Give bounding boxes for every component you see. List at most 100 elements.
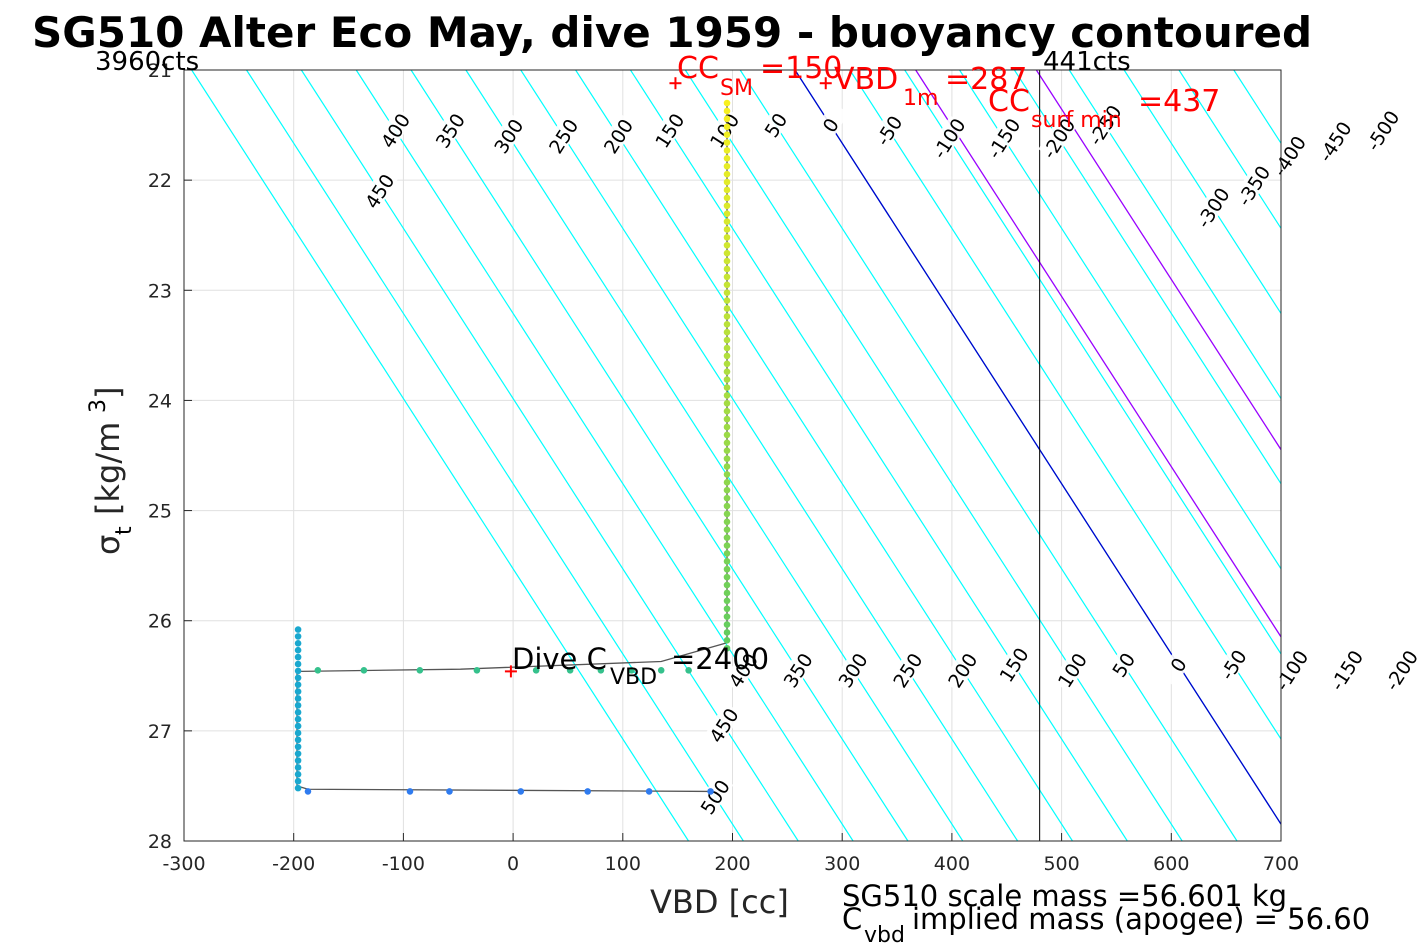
dive-c-main: Dive C <box>512 642 607 676</box>
data-point <box>406 788 414 795</box>
vbd-1m-marker <box>819 77 832 90</box>
trajectory-line <box>296 103 728 793</box>
reference-line <box>794 70 1281 826</box>
data-point <box>723 210 731 217</box>
data-point <box>723 115 731 123</box>
cc-sm-main: CC <box>677 51 719 86</box>
contour-label-bg <box>832 647 872 692</box>
data-point <box>723 629 731 636</box>
data-point <box>294 674 302 682</box>
contour-label-bg <box>993 642 1033 687</box>
data-point <box>723 565 731 573</box>
data-point <box>723 281 731 289</box>
contour-line <box>684 70 1183 841</box>
contour-label-bg <box>868 107 908 153</box>
data-point <box>723 241 731 249</box>
data-points <box>294 77 832 795</box>
dive-c-value: =2400 <box>671 642 769 676</box>
x-tick-label: -200 <box>272 853 315 875</box>
data-point <box>723 186 731 194</box>
data-point <box>532 666 540 674</box>
data-point <box>723 605 731 613</box>
data-point <box>723 486 731 494</box>
data-point <box>723 320 731 328</box>
contour-label-bg <box>694 774 734 819</box>
vbd-1m-value: =287 <box>945 62 1027 97</box>
data-point <box>723 123 731 131</box>
contour-label: -450 <box>1314 118 1357 166</box>
contour-label-bg <box>1269 133 1308 178</box>
contour-label-bg <box>755 102 795 147</box>
data-point <box>723 479 731 486</box>
data-point <box>723 202 731 210</box>
data-point <box>294 667 302 675</box>
contour-label-bg <box>1362 107 1401 153</box>
contour-line <box>575 70 1073 841</box>
cc-sm-annotation: CC SM =150 <box>677 51 842 101</box>
contour-line <box>629 70 1128 841</box>
cc-sm-marker <box>669 77 682 90</box>
data-point <box>723 644 731 652</box>
data-point <box>294 736 302 744</box>
footer-cvbd-sub: vbd <box>864 923 905 945</box>
dive-trajectory <box>296 103 728 793</box>
chart-title: SG510 Alter Eco May, dive 1959 - buoyanc… <box>32 8 1312 57</box>
data-point <box>723 407 731 415</box>
contour-label-bg <box>1381 647 1417 692</box>
data-point <box>723 581 731 589</box>
data-point <box>723 344 731 352</box>
data-point <box>723 328 731 336</box>
contour-line <box>191 70 690 841</box>
y-tick-label: 25 <box>148 501 172 523</box>
data-point <box>723 305 731 312</box>
contour-line <box>849 70 1281 741</box>
x-tick-label: 500 <box>1043 853 1079 875</box>
data-point <box>723 178 731 186</box>
data-point <box>723 226 731 233</box>
data-point <box>723 265 731 273</box>
y-axis-label-units: [kg/m <box>89 422 127 515</box>
data-point <box>723 637 731 644</box>
data-point <box>723 336 731 344</box>
contour-line <box>959 70 1281 570</box>
contour-label-bg <box>375 107 414 153</box>
contour-label-text: -200 <box>1381 647 1417 695</box>
contour-label-bg <box>983 115 1022 160</box>
x-tick-label: -300 <box>162 853 205 875</box>
contour-label: -200 <box>1381 647 1417 695</box>
data-point <box>294 764 302 771</box>
data-point <box>723 194 731 202</box>
data-point <box>723 107 731 115</box>
y-tick-label: 22 <box>148 170 172 192</box>
data-point <box>294 653 302 661</box>
footer-cvbd-main: C <box>842 902 862 936</box>
contour-label-bg <box>704 107 743 153</box>
data-point <box>294 708 302 716</box>
y-tick-label: 27 <box>148 721 172 743</box>
data-point <box>723 384 731 391</box>
data-point <box>723 589 731 597</box>
data-point <box>294 784 302 792</box>
data-point <box>723 518 731 526</box>
data-point <box>294 722 302 730</box>
data-point <box>304 788 312 795</box>
data-point <box>294 729 302 737</box>
cc-surf-sub: surf min <box>1031 108 1122 133</box>
data-point <box>628 666 635 674</box>
data-point <box>723 234 731 241</box>
contour-label-bg <box>1314 118 1354 164</box>
contour-label: 350 <box>777 647 818 692</box>
contour-label-bg <box>1084 102 1124 147</box>
data-point <box>645 788 653 795</box>
contour-line <box>1013 70 1281 485</box>
data-point <box>723 99 731 107</box>
contour-label-bg <box>722 647 762 692</box>
data-point <box>723 170 731 178</box>
data-point <box>360 666 368 674</box>
data-point <box>294 688 302 695</box>
data-point <box>723 550 731 557</box>
data-point <box>723 502 731 510</box>
contour-label-bg <box>1038 115 1077 160</box>
contour-label-text: -500 <box>1362 107 1404 155</box>
